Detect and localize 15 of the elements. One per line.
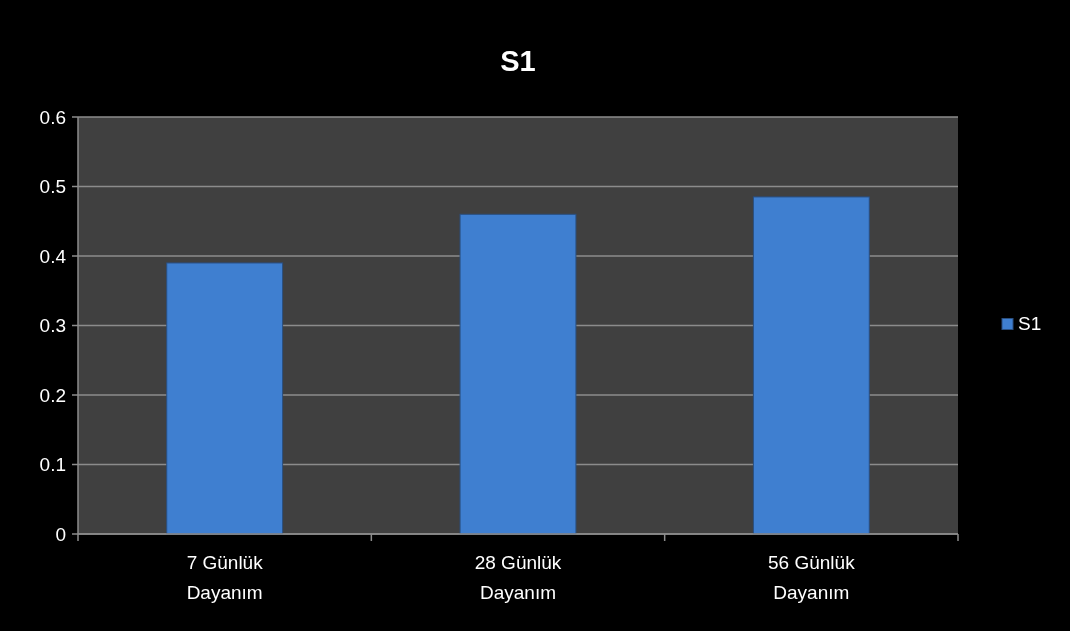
- bar: [166, 262, 284, 535]
- chart-title: S1: [500, 45, 536, 77]
- y-tick-label: 0.5: [39, 176, 66, 198]
- x-tick-label: 56 Günlük Dayanım: [768, 552, 856, 603]
- y-tick-label: 0: [55, 523, 66, 545]
- y-tick-label: 0.3: [39, 315, 66, 337]
- y-tick-label: 0.6: [39, 106, 66, 128]
- y-tick-label: 0.4: [39, 245, 67, 267]
- bar: [459, 213, 577, 535]
- x-tick-label: 28 Günlük Dayanım: [474, 552, 562, 603]
- y-tick-label: 0.2: [39, 384, 66, 406]
- y-tick-label: 0.1: [39, 454, 66, 476]
- bar: [752, 196, 870, 535]
- x-tick-label: 7 Günlük Dayanım: [186, 552, 264, 603]
- legend-label: S1: [1018, 312, 1042, 334]
